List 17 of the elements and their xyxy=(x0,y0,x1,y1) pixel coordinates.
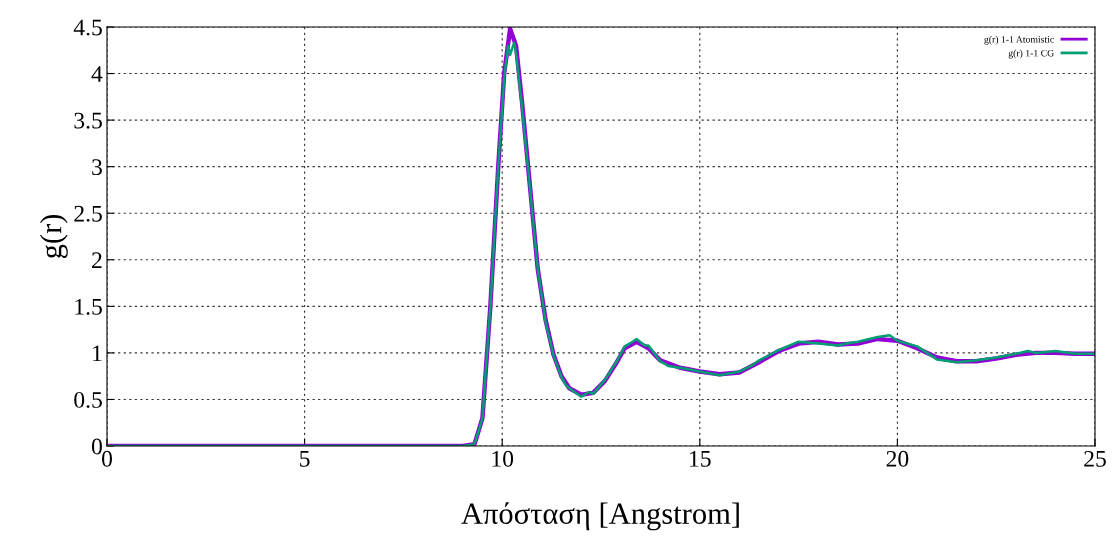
y-tick-label: 3.5 xyxy=(74,112,102,129)
x-tick-label: 25 xyxy=(1084,450,1106,467)
y-tick-label: 4.5 xyxy=(73,19,102,36)
y-tick-label: 4 xyxy=(91,66,103,82)
y-tick-label: 2.5 xyxy=(74,205,102,222)
x-tick-label: 10 xyxy=(492,450,514,467)
y-tick-label: 0 xyxy=(91,438,102,455)
y-tick-label: 0.5 xyxy=(74,391,102,408)
x-tick-label: 5 xyxy=(300,451,310,467)
y-tick-label: 1 xyxy=(93,345,102,362)
y-tick-label: 2 xyxy=(92,252,102,268)
y-axis-title: g(r) xyxy=(39,214,68,259)
x-tick-label: 15 xyxy=(690,450,711,467)
y-tick-label: 3 xyxy=(92,159,102,176)
x-tick-label: 20 xyxy=(886,450,909,467)
x-axis-title: Απόσταση [Angstrom] xyxy=(461,502,739,531)
y-tick-label: 1.5 xyxy=(75,298,102,315)
